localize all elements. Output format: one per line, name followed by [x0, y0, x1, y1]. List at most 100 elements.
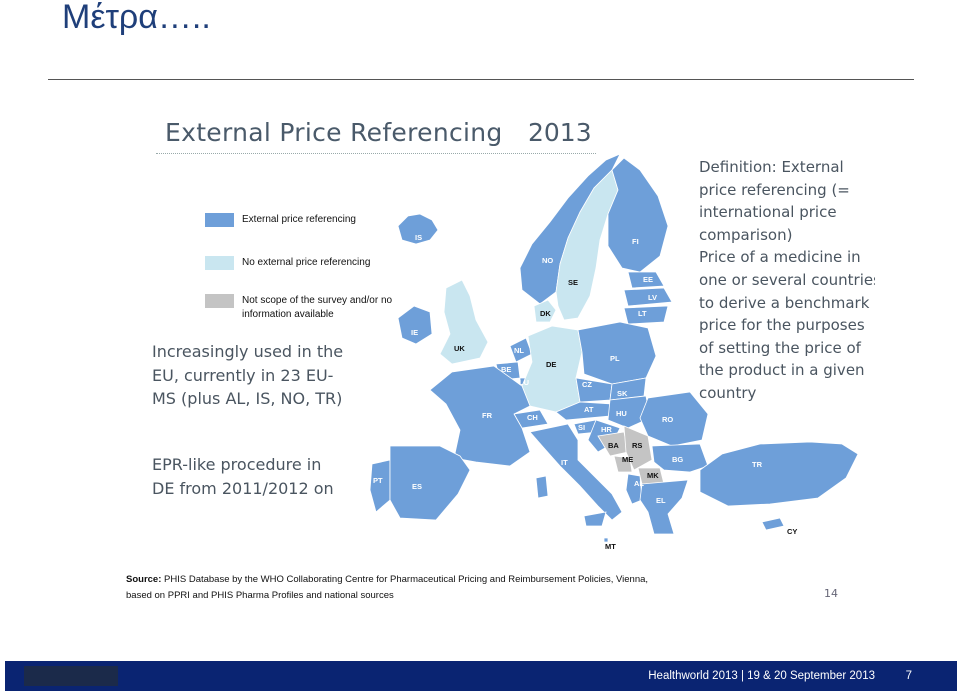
- legend-swatch-no-info: [205, 294, 234, 308]
- label-cy: CY: [787, 527, 797, 536]
- label-rs: RS: [632, 441, 642, 450]
- country-uk: [439, 279, 489, 365]
- country-de: [521, 325, 583, 413]
- label-sk: SK: [617, 389, 628, 398]
- footer-logo: [24, 666, 118, 686]
- country-it: [529, 423, 623, 521]
- usage-note: Increasingly used in the EU, currently i…: [152, 340, 367, 411]
- footer-bar: Healthworld 2013 | 19 & 20 September 201…: [5, 661, 957, 691]
- country-is: [397, 213, 439, 245]
- label-me: ME: [622, 455, 633, 464]
- country-cy: [761, 517, 785, 531]
- label-lt: LT: [638, 309, 647, 318]
- definition-text: Definition: External price referencing (…: [699, 156, 875, 405]
- country-tr: [699, 441, 859, 507]
- label-si: SI: [578, 423, 585, 432]
- label-hr: HR: [601, 425, 612, 434]
- label-dk: DK: [540, 309, 551, 318]
- definition-line: Price of a medicine in: [699, 248, 861, 267]
- de-note-line: EPR-like procedure in: [152, 455, 322, 474]
- label-ch: CH: [527, 413, 538, 422]
- label-se: SE: [568, 278, 578, 287]
- label-ie: IE: [411, 328, 418, 337]
- inner-page-number: 14: [824, 587, 838, 600]
- country-lv: [623, 287, 673, 307]
- label-al: AL: [634, 479, 644, 488]
- country-it-sicily: [583, 511, 607, 527]
- definition-line: the product in a given: [699, 361, 865, 380]
- map-title: External Price Referencing: [165, 118, 503, 147]
- country-bg: [651, 443, 709, 473]
- label-cz: CZ: [582, 380, 592, 389]
- legend-label-epr: External price referencing: [242, 214, 356, 225]
- country-ee: [627, 271, 665, 289]
- country-ro: [639, 391, 709, 447]
- map-title-underline: [156, 153, 596, 154]
- label-be: BE: [501, 365, 511, 374]
- country-ie: [397, 305, 433, 345]
- source-text: PHIS Database by the WHO Collaborating C…: [164, 574, 649, 585]
- title-rule: [48, 79, 914, 80]
- footer-page-number: 7: [905, 670, 912, 682]
- country-me: [613, 455, 633, 473]
- definition-line: international price: [699, 203, 837, 222]
- label-pt: PT: [373, 476, 383, 485]
- country-fr: [429, 365, 531, 467]
- country-es: [389, 445, 471, 521]
- label-tr: TR: [752, 460, 763, 469]
- label-lu: LU: [519, 378, 529, 387]
- label-uk: UK: [454, 344, 465, 353]
- label-ee: EE: [643, 275, 653, 284]
- usage-note-line: MS (plus AL, IS, NO, TR): [152, 389, 343, 408]
- usage-note-line: EU, currently in 23 EU-: [152, 365, 334, 385]
- legend-label-no-info: Not scope of the survey and/or no inform…: [242, 295, 393, 320]
- label-ro: RO: [662, 415, 673, 424]
- definition-line: comparison): [699, 225, 793, 244]
- label-fr: FR: [482, 411, 493, 420]
- label-it: IT: [561, 458, 568, 467]
- label-no: NO: [542, 256, 553, 265]
- definition-line: to derive a benchmark: [699, 293, 870, 312]
- legend-item-no-info: Not scope of the survey and/or no inform…: [205, 294, 394, 322]
- label-de: DE: [546, 360, 556, 369]
- country-hu: [607, 395, 651, 429]
- label-mt: MT: [605, 542, 616, 551]
- label-mk: MK: [647, 471, 659, 480]
- definition-line: of setting the price of: [699, 338, 861, 357]
- definition-line: country: [699, 383, 757, 402]
- country-mt: [603, 537, 609, 543]
- label-at: AT: [584, 405, 594, 414]
- country-pl: [577, 321, 657, 385]
- definition-line: price for the purposes: [699, 316, 865, 335]
- source-citation: Source: PHIS Database by the WHO Collabo…: [126, 572, 648, 604]
- legend-swatch-no-epr: [205, 256, 234, 270]
- label-fi: FI: [632, 237, 639, 246]
- label-ba: BA: [608, 441, 619, 450]
- country-rs: [623, 425, 653, 471]
- usage-note-line: Increasingly used in the: [152, 342, 344, 361]
- legend-swatch-epr: [205, 213, 234, 227]
- legend-label-no-epr: No external price referencing: [242, 257, 371, 268]
- source-text-line2: based on PPRI and PHIS Pharma Profiles a…: [126, 590, 394, 601]
- legend-item-no-epr: No external price referencing: [205, 256, 392, 270]
- de-note: EPR-like procedure in DE from 2011/2012 …: [152, 453, 367, 500]
- label-pl: PL: [610, 354, 620, 363]
- label-es: ES: [412, 482, 422, 491]
- country-fi: [607, 157, 669, 273]
- label-bg: BG: [672, 455, 683, 464]
- map-year: 2013: [528, 118, 592, 147]
- country-al: [625, 473, 643, 505]
- footer-event-text: Healthworld 2013 | 19 & 20 September 201…: [648, 670, 875, 682]
- label-is: IS: [415, 233, 422, 242]
- country-it-sardinia: [535, 475, 549, 499]
- legend-item-epr: External price referencing: [205, 213, 392, 227]
- country-lt: [623, 305, 669, 325]
- de-note-line: DE from 2011/2012 on: [152, 478, 334, 498]
- definition-line: Definition: External: [699, 158, 844, 176]
- country-el: [639, 479, 689, 535]
- definition-line: one or several countries: [699, 270, 875, 289]
- label-lv: LV: [648, 293, 657, 302]
- slide-title: Μέτρα…..: [62, 0, 211, 36]
- country-pt: [369, 459, 391, 513]
